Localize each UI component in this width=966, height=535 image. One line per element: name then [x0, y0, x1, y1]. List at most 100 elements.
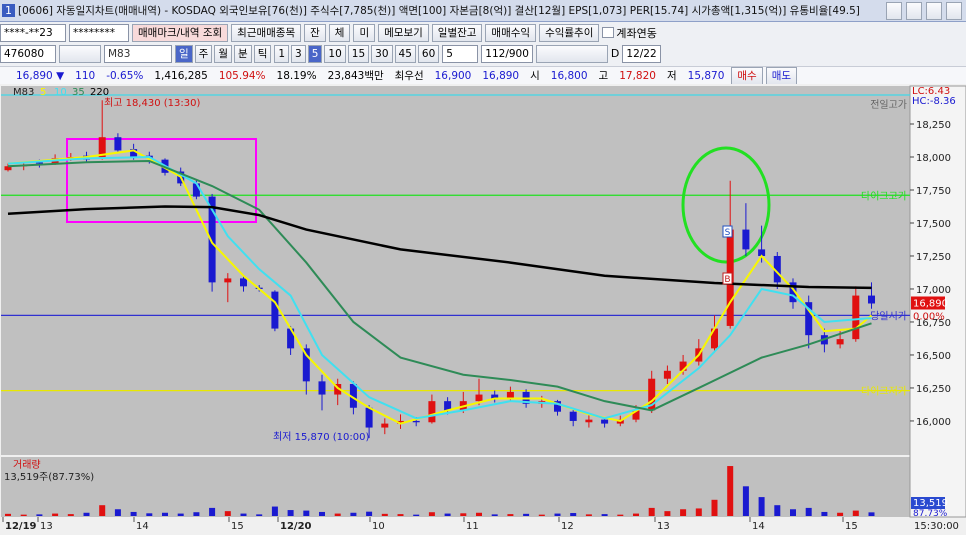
volume-bar: [162, 512, 168, 516]
y-tick-label: 16,250: [916, 384, 951, 395]
toolbar-button[interactable]: 매매마크/내역 조회: [132, 23, 229, 42]
time-label: 13: [40, 521, 53, 532]
minute-button[interactable]: 1: [274, 44, 290, 63]
volume-bar: [538, 514, 545, 516]
y-tick-label: 16,000: [916, 417, 951, 428]
volume-bar: [319, 511, 325, 516]
volume-bar: [460, 513, 467, 516]
time-label: 14: [752, 521, 765, 532]
candle-body: [663, 370, 671, 379]
date-input[interactable]: 12/22: [622, 44, 661, 63]
toolbar-button[interactable]: 미: [353, 23, 376, 42]
minute-button[interactable]: 5: [307, 44, 323, 63]
window-button[interactable]: [886, 1, 902, 20]
toolbar-button[interactable]: 일별잔고: [431, 23, 483, 42]
buy-button[interactable]: 매수: [731, 66, 763, 85]
candle-body: [758, 249, 766, 256]
volume-bar: [428, 512, 435, 516]
high-label: 고: [598, 70, 609, 82]
window-button[interactable]: [926, 1, 942, 20]
candle-body: [224, 278, 232, 283]
toolbar-button[interactable]: 최근매매종목: [231, 23, 302, 42]
window-button[interactable]: [946, 1, 962, 20]
candle-body: [240, 278, 247, 287]
period-button[interactable]: 월: [214, 44, 233, 63]
y-tick-label: 17,500: [916, 219, 951, 230]
period-button[interactable]: 주: [194, 44, 213, 63]
minute-button[interactable]: 15: [347, 44, 370, 63]
low: 15,870: [687, 69, 725, 82]
account-input[interactable]: ****-**23: [0, 23, 66, 42]
volume-bar: [852, 510, 859, 516]
amount: 23,843백만: [327, 70, 384, 82]
minute-button[interactable]: 10: [324, 44, 346, 63]
candle-body: [318, 381, 326, 395]
reference-label: 다이크저가: [861, 386, 907, 398]
checkbox[interactable]: [602, 27, 615, 38]
volume-bar: [837, 512, 844, 516]
volume-bar: [711, 499, 718, 516]
indicator-input[interactable]: M83: [104, 44, 172, 63]
candle-body: [4, 166, 12, 171]
minute-button[interactable]: 60: [417, 44, 440, 63]
best-label: 최우선: [394, 70, 424, 82]
volume-bar: [805, 507, 812, 516]
trade-mark: B: [724, 275, 730, 285]
tool-buttons[interactable]: [535, 44, 608, 63]
time-now: 15:30:00: [914, 521, 959, 532]
period-button[interactable]: 분: [234, 44, 252, 63]
sell-button[interactable]: 매도: [765, 66, 798, 85]
reference-label: 전일고가: [870, 99, 907, 111]
password-input[interactable]: ********: [69, 23, 129, 42]
window-icon[interactable]: 1: [2, 4, 15, 17]
checkbox-label: 계좌연동: [616, 26, 657, 40]
candle-body: [648, 378, 656, 411]
candle-body: [397, 420, 404, 424]
annotation-low: 최저 15,870 (10:00): [273, 431, 369, 443]
change: 110: [75, 69, 96, 82]
candle-body: [506, 391, 514, 399]
sound-button[interactable]: [59, 44, 101, 63]
volume-last: 13,519: [913, 498, 948, 509]
reference-label: 다이크고가: [861, 190, 907, 202]
candle-body: [114, 137, 122, 151]
candle-body: [381, 423, 389, 428]
time-label: 12: [561, 521, 574, 532]
count-input[interactable]: 112/900: [481, 44, 533, 63]
volume-bar: [224, 511, 231, 516]
candle-body: [711, 328, 718, 349]
period-button[interactable]: 틱: [253, 44, 272, 63]
legend-entry: 220: [90, 87, 109, 98]
time-label: 15: [845, 521, 858, 532]
toolbar-button[interactable]: 수익률추이: [539, 23, 600, 42]
volume-bar: [397, 514, 404, 516]
moving-average: [7, 149, 873, 425]
candle-body: [742, 229, 750, 250]
minute-button[interactable]: 45: [394, 44, 416, 63]
trade-mark-box: [722, 225, 733, 238]
toolbar-button[interactable]: 메모보기: [378, 23, 429, 42]
rate: -0.65%: [106, 69, 144, 82]
y-tick-label: 16,500: [916, 351, 951, 362]
candle-body: [475, 394, 483, 402]
price: 16,890 ▼: [16, 69, 65, 82]
window-button[interactable]: [906, 1, 922, 20]
legend-title: M83: [13, 87, 34, 98]
count-select[interactable]: 5: [442, 44, 479, 63]
link-checkbox[interactable]: 계좌연동: [602, 25, 657, 41]
minute-button[interactable]: 30: [371, 44, 393, 63]
trade-mark: S: [725, 228, 731, 238]
minute-button[interactable]: 3: [291, 44, 306, 63]
time-label: 10: [372, 521, 385, 532]
toolbar-button[interactable]: 체: [328, 23, 351, 42]
hc-label: HC:-8.36: [912, 96, 956, 107]
code-input[interactable]: 476080: [0, 44, 56, 63]
toolbar-button[interactable]: 잔: [304, 23, 326, 42]
toolbar-button[interactable]: 매매수익: [485, 23, 537, 42]
turnover: 18.19%: [276, 69, 317, 82]
candle-body: [569, 411, 577, 421]
candle-body: [365, 407, 373, 428]
d-label: D: [610, 47, 620, 60]
period-button[interactable]: 일: [175, 44, 193, 63]
